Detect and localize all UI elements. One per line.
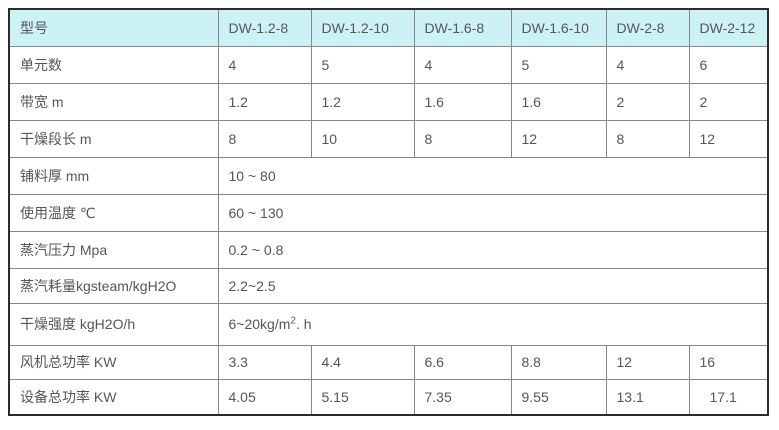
header-cell-model-2: DW-1.2-10 [310,8,415,47]
cell-value: 4 [605,45,690,84]
cell-value: 4 [413,45,512,84]
cell-value: 7.35 [413,378,512,416]
cell-value: 9.55 [510,378,607,416]
cell-value: 13.1 [605,378,690,416]
header-cell-model-5: DW-2-8 [605,8,690,47]
cell-value: 6 [688,45,769,84]
row-label: 干燥强度 kgH2O/h [8,302,219,346]
header-cell-model-3: DW-1.6-8 [413,8,512,47]
cell-value: 8.8 [510,344,607,380]
spec-table: 型号 DW-1.2-8 DW-1.2-10 DW-1.6-8 DW-1.6-10… [8,8,769,416]
row-drying-intensity: 干燥强度 kgH2O/h 6~20kg/m2. h [8,302,769,346]
cell-value: 5 [510,45,607,84]
header-cell-model-6: DW-2-12 [688,8,769,47]
cell-value: 1.6 [413,82,512,121]
row-label: 铺料厚 mm [8,156,219,195]
row-unit-count: 单元数 4 5 4 5 4 6 [8,45,769,84]
row-label: 干燥段长 m [8,119,219,158]
cell-value: 12 [605,344,690,380]
cell-value: 5.15 [310,378,415,416]
cell-value: 3.3 [217,344,312,380]
row-label: 蒸汽耗量kgsteam/kgH2O [8,267,219,304]
cell-value: 5 [310,45,415,84]
row-belt-width: 带宽 m 1.2 1.2 1.6 1.6 2 2 [8,82,769,121]
cell-value: 4.05 [217,378,312,416]
cell-value: 8 [605,119,690,158]
cell-value: 1.2 [310,82,415,121]
row-fan-total-power: 风机总功率 KW 3.3 4.4 6.6 8.8 12 16 [8,344,769,380]
cell-value: 2 [688,82,769,121]
row-label: 带宽 m [8,82,219,121]
drying-intensity-tail: . h [295,316,312,332]
drying-intensity-base: 6~20kg/m [228,316,291,332]
cell-value: 2 [605,82,690,121]
cell-value: 16 [688,344,769,380]
row-equipment-total-power: 设备总功率 KW 4.05 5.15 7.35 9.55 13.1 17.1 [8,378,769,416]
row-label: 风机总功率 KW [8,344,219,380]
row-label: 蒸汽压力 Mpa [8,230,219,269]
cell-value: 4 [217,45,312,84]
cell-value: 17.1 [688,378,769,416]
row-steam-consumption: 蒸汽耗量kgsteam/kgH2O 2.2~2.5 [8,267,769,304]
row-label: 使用温度 ℃ [8,193,219,232]
cell-merged-value: 0.2 ~ 0.8 [217,230,769,269]
header-cell-model-label: 型号 [8,8,219,47]
cell-value: 12 [688,119,769,158]
cell-value: 4.4 [310,344,415,380]
row-operating-temperature: 使用温度 ℃ 60 ~ 130 [8,193,769,232]
cell-merged-value: 10 ~ 80 [217,156,769,195]
header-cell-model-1: DW-1.2-8 [217,8,312,47]
row-material-thickness: 铺料厚 mm 10 ~ 80 [8,156,769,195]
row-steam-pressure: 蒸汽压力 Mpa 0.2 ~ 0.8 [8,230,769,269]
cell-value: 6.6 [413,344,512,380]
cell-value: 1.6 [510,82,607,121]
cell-merged-value: 2.2~2.5 [217,267,769,304]
cell-merged-value: 60 ~ 130 [217,193,769,232]
row-drying-section-length: 干燥段长 m 8 10 8 12 8 12 [8,119,769,158]
row-label: 设备总功率 KW [8,378,219,416]
table-header-row: 型号 DW-1.2-8 DW-1.2-10 DW-1.6-8 DW-1.6-10… [8,8,769,47]
cell-value: 12 [510,119,607,158]
cell-value: 8 [413,119,512,158]
drying-intensity-superscript: 2 [290,315,296,327]
row-label: 单元数 [8,45,219,84]
cell-value: 10 [310,119,415,158]
cell-merged-value: 6~20kg/m2. h [217,302,769,346]
header-cell-model-4: DW-1.6-10 [510,8,607,47]
cell-value: 8 [217,119,312,158]
cell-value: 1.2 [217,82,312,121]
